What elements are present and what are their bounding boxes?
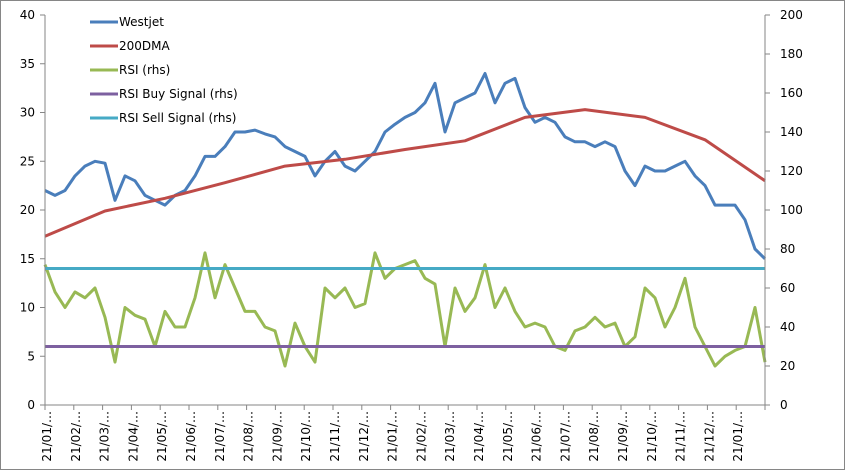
x-tick-label: 21/06/… xyxy=(184,411,198,462)
x-tick-label: 21/01/… xyxy=(731,411,745,462)
x-tick-label: 21/11/… xyxy=(674,411,688,462)
series-line-westjet xyxy=(44,72,767,260)
y-left-tick-label: 10 xyxy=(20,301,35,315)
y-left-tick-label: 35 xyxy=(20,57,35,71)
y-left-tick-label: 20 xyxy=(20,203,35,217)
x-tick-label: 21/12/… xyxy=(357,411,371,462)
x-tick-label: 21/04/… xyxy=(126,411,140,462)
y-right-tick-label: 0 xyxy=(780,398,788,412)
x-tick-label: 21/05/… xyxy=(155,411,169,462)
y-right-tick-label: 60 xyxy=(780,281,795,295)
y-right-tick-label: 40 xyxy=(780,320,795,334)
x-tick-label: 21/10/… xyxy=(299,411,313,462)
x-tick-label: 21/02/… xyxy=(414,411,428,462)
x-tick-label: 21/08/… xyxy=(242,411,256,462)
x-tick-label: 21/03/… xyxy=(98,411,112,462)
x-tick-label: 21/03/… xyxy=(443,411,457,462)
y-right-tick-label: 200 xyxy=(780,8,803,22)
y-right-tick-label: 180 xyxy=(780,47,803,61)
x-tick-label: 21/12/… xyxy=(702,411,716,462)
x-tick-label: 21/11/… xyxy=(328,411,342,462)
y-left-tick-label: 40 xyxy=(20,8,35,22)
x-tick-label: 21/04/… xyxy=(472,411,486,462)
y-left-tick-label: 30 xyxy=(20,106,35,120)
y-left-tick-label: 25 xyxy=(20,154,35,168)
x-tick-label: 21/07/… xyxy=(213,411,227,462)
x-tick-label: 21/02/… xyxy=(69,411,83,462)
x-tick-label: 21/08/… xyxy=(587,411,601,462)
x-tick-label: 21/09/… xyxy=(616,411,630,462)
x-tick-label: 21/06/… xyxy=(530,411,544,462)
y-right-tick-label: 160 xyxy=(780,86,803,100)
y-right-tick-label: 20 xyxy=(780,359,795,373)
series-line-rsi-rhs- xyxy=(43,251,767,368)
legend-label: 200DMA xyxy=(119,39,170,53)
x-tick-label: 21/01/… xyxy=(386,411,400,462)
legend-label: RSI (rhs) xyxy=(119,63,170,77)
x-tick-label: 21/07/… xyxy=(558,411,572,462)
y-right-tick-label: 120 xyxy=(780,164,803,178)
x-tick-label: 21/09/… xyxy=(270,411,284,462)
y-left-tick-label: 15 xyxy=(20,252,35,266)
x-tick-label: 21/10/… xyxy=(645,411,659,462)
x-tick-label: 21/01/… xyxy=(40,411,54,462)
y-right-tick-label: 100 xyxy=(780,203,803,217)
legend-label: Westjet xyxy=(119,15,164,29)
legend-label: RSI Sell Signal (rhs) xyxy=(119,111,236,125)
y-left-tick-label: 0 xyxy=(27,398,35,412)
y-right-tick-label: 80 xyxy=(780,242,795,256)
y-right-tick-label: 140 xyxy=(780,125,803,139)
series-line-200dma xyxy=(44,108,766,238)
y-left-tick-label: 5 xyxy=(27,349,35,363)
legend-label: RSI Buy Signal (rhs) xyxy=(119,87,238,101)
x-tick-label: 21/05/… xyxy=(501,411,515,462)
